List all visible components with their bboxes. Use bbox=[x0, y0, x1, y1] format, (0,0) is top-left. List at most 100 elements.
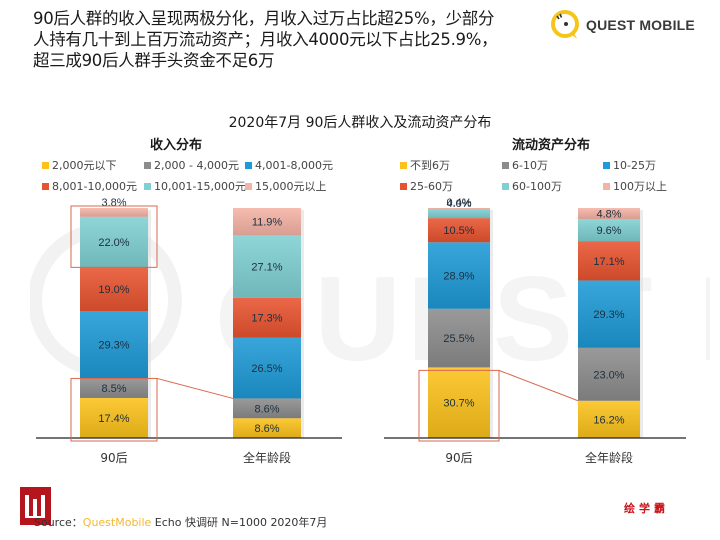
data-label: 17.3% bbox=[251, 313, 282, 325]
data-label: 22.0% bbox=[98, 237, 129, 249]
data-label: 9.6% bbox=[596, 225, 621, 237]
legend-label: 不到6万 bbox=[410, 159, 450, 172]
chart-main-title: 2020年7月 90后人群收入及流动资产分布 bbox=[228, 115, 492, 131]
legend-label: 10,001-15,000元 bbox=[154, 180, 246, 193]
w-badge-icon bbox=[20, 487, 51, 525]
category-label: 90后 bbox=[445, 451, 472, 465]
bar-segment-shade bbox=[428, 208, 490, 209]
legend-item: 15,000元以上 bbox=[245, 178, 327, 194]
legend-swatch bbox=[502, 161, 509, 169]
legend-swatch bbox=[144, 161, 151, 169]
legend-item: 100万以上 bbox=[603, 178, 667, 194]
legend-item: 2,000 - 4,000元 bbox=[144, 157, 239, 173]
quest-mobile-logo: QUEST MOBILE bbox=[548, 8, 695, 42]
bar-segment-shade bbox=[578, 400, 640, 438]
legend-item: 25-60万 bbox=[400, 178, 453, 194]
bar-segment-shade bbox=[233, 297, 301, 338]
data-label: 0.4% bbox=[446, 197, 471, 209]
headline: 90后人群的收入呈现两极分化，月收入过万占比超25%，少部分 人持有几十到上百万… bbox=[33, 8, 553, 71]
bar-segment-shade bbox=[428, 308, 490, 368]
legend-swatch bbox=[502, 182, 509, 190]
data-label: 10.5% bbox=[443, 225, 474, 237]
assets-chart-subtitle: 流动资产分布 bbox=[512, 138, 591, 153]
legend-swatch bbox=[245, 161, 252, 169]
data-label: 25.5% bbox=[443, 333, 474, 345]
bar-segment-shade bbox=[80, 216, 148, 268]
bar-segment-shade bbox=[80, 311, 148, 379]
source-brand: QuestMobile bbox=[82, 516, 152, 529]
source-note: Source：QuestMobile Echo 快调研 N=1000 2020年… bbox=[34, 514, 327, 530]
category-label: 90后 bbox=[100, 451, 127, 465]
quest-mobile-logo-icon bbox=[551, 10, 579, 39]
data-label: 19.0% bbox=[98, 284, 129, 296]
headline-line-2: 人持有几十到上百万流动资产；月收入4000元以下占比25.9%， bbox=[33, 30, 498, 49]
bar-segment-shade bbox=[233, 208, 301, 236]
legend-item: 6-10万 bbox=[502, 157, 548, 173]
data-label: 23.0% bbox=[593, 369, 624, 381]
data-label: 17.4% bbox=[98, 413, 129, 425]
income-chart-subtitle: 收入分布 bbox=[150, 138, 203, 153]
legend-swatch bbox=[42, 182, 49, 190]
bar-segment-shade bbox=[578, 347, 640, 401]
legend-swatch bbox=[245, 182, 252, 190]
data-label: 8.6% bbox=[254, 423, 279, 435]
bar-segment-shade bbox=[80, 267, 148, 312]
highlight-box-high-income bbox=[70, 205, 158, 268]
legend-label: 2,000 - 4,000元 bbox=[154, 159, 239, 172]
data-label: 8.5% bbox=[101, 383, 126, 395]
data-label: 17.1% bbox=[593, 256, 624, 268]
source-rest: Echo 快调研 N=1000 2020年7月 bbox=[151, 516, 328, 529]
bar-segment-shade bbox=[233, 235, 301, 298]
legend-swatch bbox=[144, 182, 151, 190]
category-label: 全年龄段 bbox=[243, 450, 291, 465]
legend-label: 2,000元以下 bbox=[52, 159, 117, 172]
bar-segment-shade bbox=[80, 208, 148, 217]
bar-segment-shade bbox=[428, 242, 490, 309]
legend-swatch bbox=[400, 182, 407, 190]
legend-label: 8,001-10,000元 bbox=[52, 180, 137, 193]
legend-swatch bbox=[603, 182, 610, 190]
data-label: 4.0% bbox=[446, 198, 471, 210]
highlight-connector bbox=[156, 377, 234, 399]
legend-swatch bbox=[42, 161, 49, 169]
legend-swatch bbox=[603, 161, 610, 169]
data-label: 30.7% bbox=[443, 398, 474, 410]
bar-segment-shade bbox=[428, 367, 490, 438]
data-label: 11.9% bbox=[252, 217, 283, 229]
legend-label: 15,000元以上 bbox=[255, 180, 327, 193]
data-label: 29.3% bbox=[593, 309, 624, 321]
legend-label: 10-25万 bbox=[613, 159, 656, 172]
bar-segment-shade bbox=[428, 208, 490, 219]
legend-item: 2,000元以下 bbox=[42, 157, 117, 173]
legend-swatch bbox=[400, 161, 407, 169]
bar-segment-shade bbox=[233, 398, 301, 419]
highlight-connector bbox=[498, 369, 579, 402]
data-label: 27.1% bbox=[251, 262, 282, 274]
data-label: 16.2% bbox=[593, 414, 624, 426]
legend-item: 4,001-8,000元 bbox=[245, 157, 333, 173]
category-label: 全年龄段 bbox=[585, 450, 633, 465]
data-label: 29.3% bbox=[98, 340, 129, 352]
bar-segment-shade bbox=[233, 337, 301, 399]
bar-segment-shade bbox=[578, 208, 640, 220]
legend-item: 8,001-10,000元 bbox=[42, 178, 137, 194]
source-prefix: Source： bbox=[34, 516, 83, 529]
highlight-box-under-60k bbox=[418, 369, 500, 442]
assets-chart: 30.7% 25.5% 28.9% 10.5% 4.0%0.4% 90后 16.2% 23.0… bbox=[384, 197, 686, 465]
bar-segment-shade bbox=[80, 397, 148, 438]
data-label: 3.8% bbox=[101, 197, 126, 209]
bar-segment-shade bbox=[578, 241, 640, 281]
legend-label: 4,001-8,000元 bbox=[255, 159, 333, 172]
highlight-box-low-income bbox=[70, 377, 158, 442]
legend-item: 不到6万 bbox=[400, 157, 450, 173]
data-label: 8.6% bbox=[254, 403, 279, 415]
legend-label: 25-60万 bbox=[410, 180, 453, 193]
bar-segment-shade bbox=[233, 418, 301, 438]
legend-item: 10-25万 bbox=[603, 157, 656, 173]
legend-item: 60-100万 bbox=[502, 178, 562, 194]
legend-label: 60-100万 bbox=[512, 180, 562, 193]
bar-segment-shade bbox=[578, 280, 640, 348]
footer-brand: 绘学霸 bbox=[624, 502, 669, 515]
bar-segment-shade bbox=[80, 378, 148, 398]
